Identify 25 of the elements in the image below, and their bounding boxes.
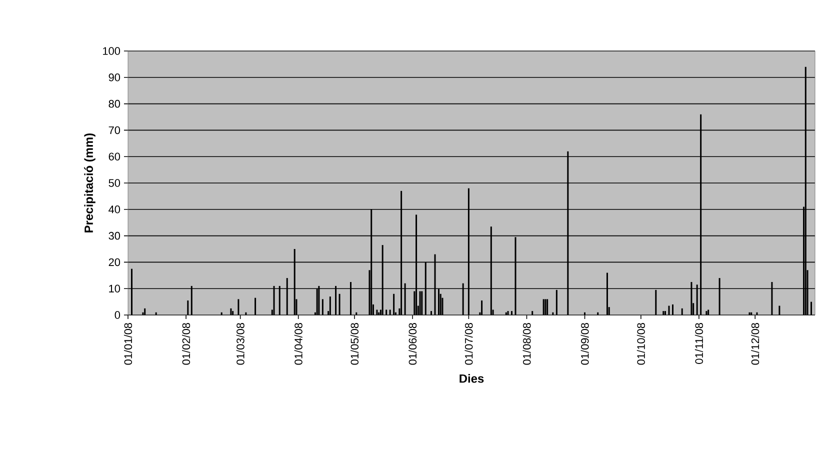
x-tick-label: 01/08/08 bbox=[522, 323, 531, 365]
y-tick-label: 80 bbox=[108, 100, 120, 108]
y-tick-label: 70 bbox=[108, 126, 120, 134]
y-tick-label: 0 bbox=[114, 311, 120, 319]
x-tick-label: 01/06/08 bbox=[408, 323, 417, 365]
x-tick-label: 01/09/08 bbox=[580, 323, 589, 365]
y-tick-label: 50 bbox=[108, 179, 120, 187]
x-tick-label: 01/11/08 bbox=[694, 323, 703, 364]
x-tick-label: 01/07/08 bbox=[464, 323, 473, 365]
y-axis-title: Precipitació (mm) bbox=[84, 133, 96, 232]
y-tick-label: 60 bbox=[108, 152, 120, 160]
x-tick-label: 01/10/08 bbox=[636, 323, 645, 365]
y-tick-label: 40 bbox=[108, 206, 120, 214]
y-tick-label: 100 bbox=[103, 47, 120, 55]
y-tick-label: 30 bbox=[108, 232, 120, 240]
x-axis-title: Dies bbox=[460, 374, 484, 383]
x-tick-label: 01/04/08 bbox=[294, 323, 302, 365]
x-tick-label: 01/03/08 bbox=[236, 323, 244, 365]
x-tick-label: 01/02/08 bbox=[182, 323, 190, 365]
x-tick-label: 01/12/08 bbox=[751, 323, 760, 365]
x-tick-label: 01/01/08 bbox=[124, 323, 132, 365]
y-tick-label: 20 bbox=[108, 258, 120, 266]
y-tick-label: 90 bbox=[108, 74, 120, 82]
y-tick-label: 10 bbox=[109, 284, 120, 292]
x-tick-label: 01/05/08 bbox=[350, 323, 359, 365]
